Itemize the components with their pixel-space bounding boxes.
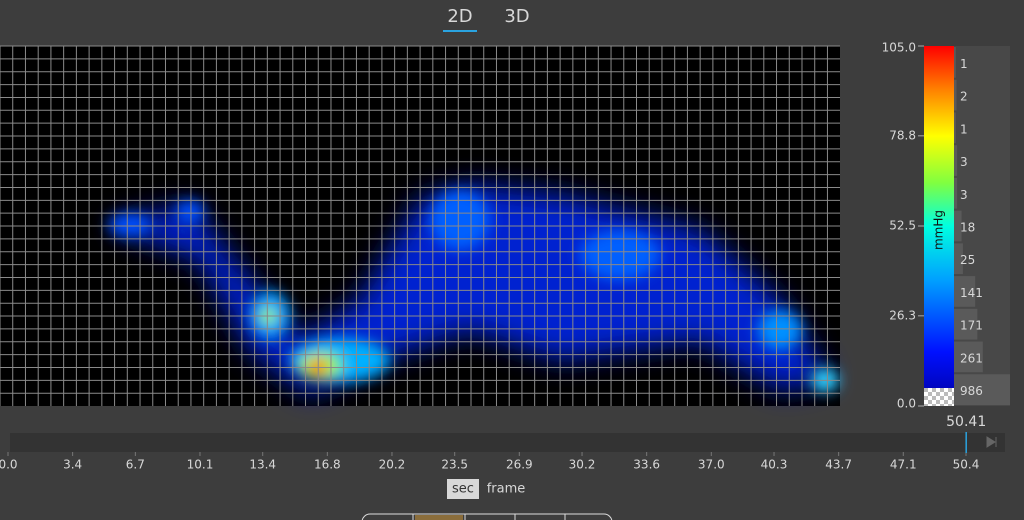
colorbar: [924, 46, 954, 406]
histogram-count: 141: [960, 286, 983, 300]
histogram-count: 25: [960, 253, 975, 267]
histogram-count: 261: [960, 351, 983, 365]
pressure-map: [0, 45, 840, 406]
histogram-bar: [954, 374, 1010, 405]
histogram-bar: [954, 112, 956, 144]
timeline-tick-label: 23.5: [441, 458, 468, 472]
sec-button-bg[interactable]: [447, 479, 479, 499]
timeline-tick-label: 10.1: [187, 458, 214, 472]
colorbar-zero: [924, 388, 954, 406]
timeline-tick-label: 37.0: [698, 458, 725, 472]
colorbar-tick-label: 52.5: [889, 219, 916, 233]
frame-button[interactable]: frame: [487, 482, 526, 497]
histogram-count: 171: [960, 319, 983, 333]
timeline-tick-label: 20.2: [379, 458, 406, 472]
histogram-bar: [954, 79, 957, 111]
histogram-count: 1: [960, 57, 968, 71]
histogram-bar: [954, 47, 956, 78]
sec-button[interactable]: sec: [452, 482, 474, 497]
timeline-tick-label: 26.9: [506, 458, 533, 472]
histogram-bar: [954, 341, 983, 373]
histogram-count: 18: [960, 221, 975, 235]
tab-underline: [443, 30, 477, 32]
histogram-bar: [954, 210, 962, 242]
histogram-count: 1: [960, 122, 968, 136]
colorbar-tick-label: 0.0: [897, 397, 916, 411]
tab-3d[interactable]: 3D: [504, 6, 529, 27]
histogram-bar: [954, 145, 958, 176]
histogram-count: 3: [960, 188, 968, 202]
timeline-tick-label: 3.4: [63, 458, 82, 472]
timeline-tick-label: 13.4: [249, 458, 276, 472]
toolbar-dividers: [412, 514, 566, 520]
skip-end[interactable]: [986, 436, 997, 448]
timeline-tick-label: 30.2: [569, 458, 596, 472]
colorbar-tick-label: 105.0: [882, 41, 916, 55]
timeline-tick-label: 16.8: [314, 458, 341, 472]
timeline-tick-label: 6.7: [126, 458, 145, 472]
histogram-bar: [954, 243, 963, 275]
colorbar-unit: mmHg: [932, 210, 946, 250]
timeline-track[interactable]: [10, 433, 1005, 452]
histogram-bar: [954, 308, 978, 340]
colorbar-tick-label: 26.3: [889, 308, 916, 322]
tab-2d[interactable]: 2D: [447, 6, 472, 27]
timeline-tick-label: 33.6: [633, 458, 660, 472]
timeline-tick-label: 40.3: [761, 458, 788, 472]
colorbar-tick-label: 78.8: [889, 128, 916, 142]
histogram-bar: [954, 276, 976, 307]
histogram-count: 3: [960, 155, 968, 169]
histogram-count: 986: [960, 384, 983, 398]
current-time: 50.41: [946, 414, 986, 430]
histogram-count: 2: [960, 90, 968, 104]
timeline-tick-label: 50.4: [953, 458, 980, 472]
histogram-bar: [954, 177, 958, 209]
toolbar: [361, 513, 613, 520]
toolbar-active[interactable]: [415, 515, 463, 520]
timeline-tick-label: 43.7: [825, 458, 852, 472]
timeline-tick-label: 0.0: [0, 458, 18, 472]
timeline-tick-label: 47.1: [890, 458, 917, 472]
